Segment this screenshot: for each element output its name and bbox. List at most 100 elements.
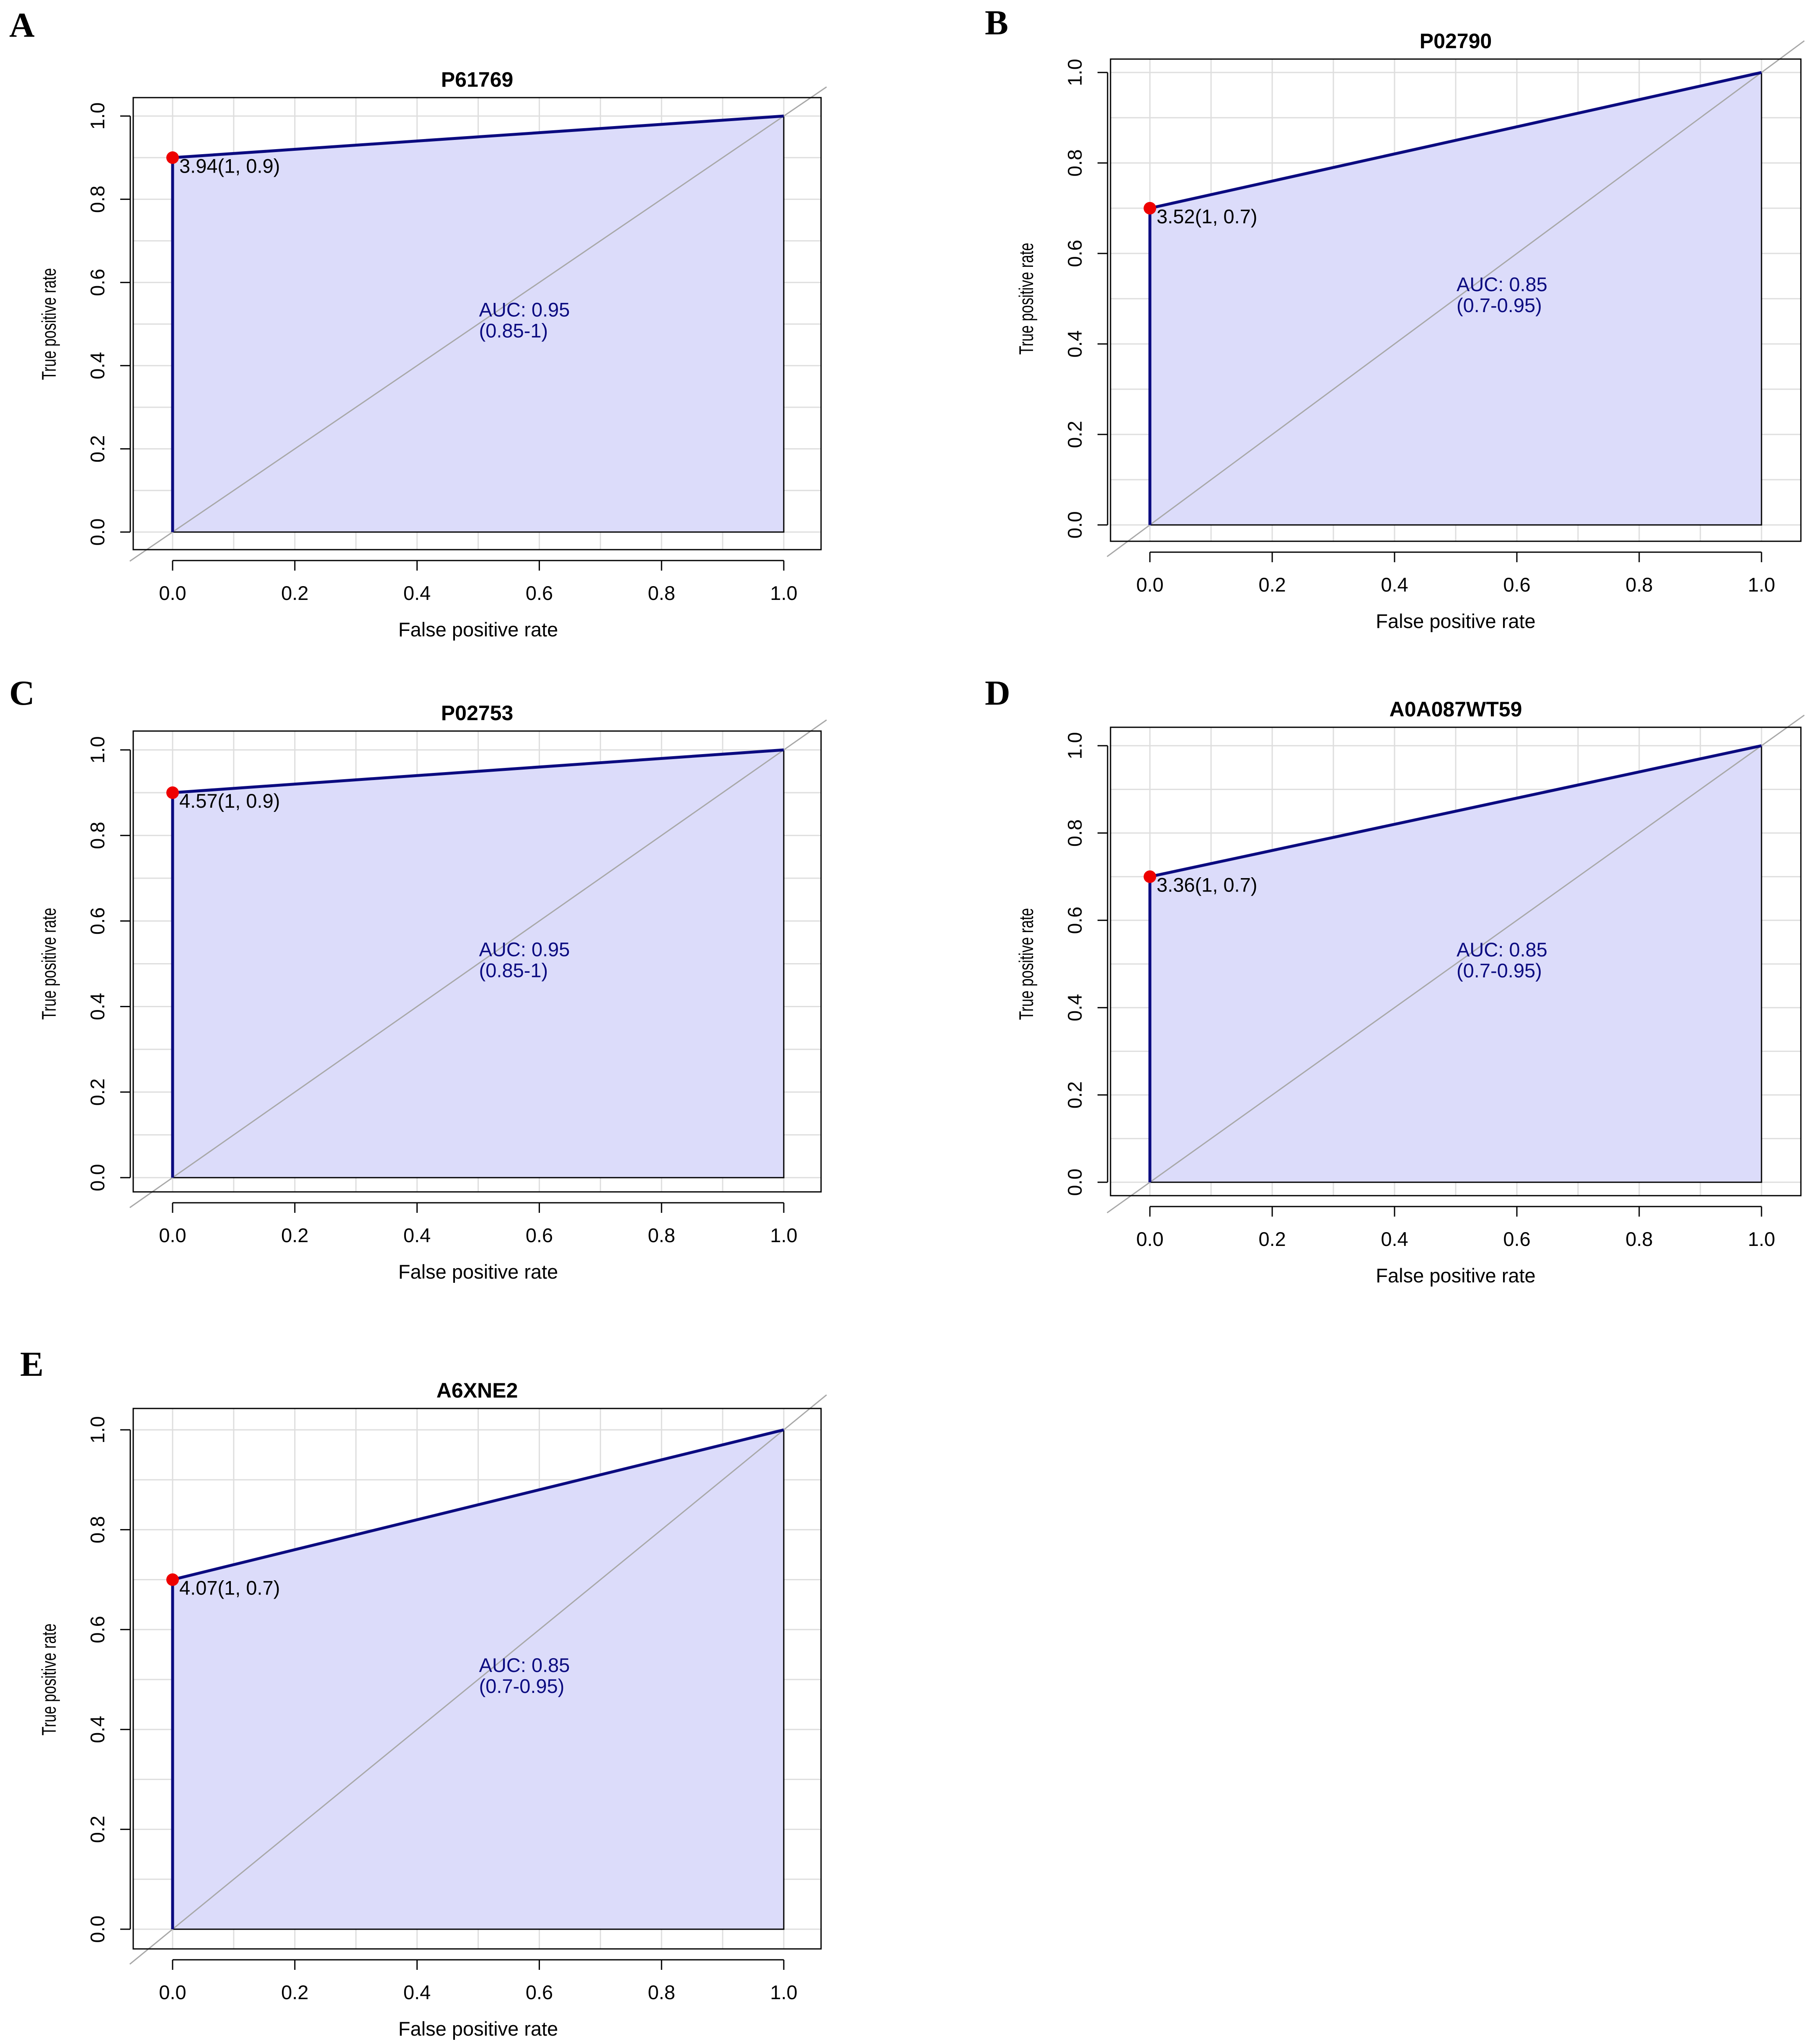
threshold-label: 4.57(1, 0.9) bbox=[179, 790, 280, 812]
y-tick-label: 0.2 bbox=[1064, 1081, 1086, 1109]
x-tick-label: 0.4 bbox=[403, 1981, 431, 2003]
y-tick-label: 0.6 bbox=[1064, 907, 1086, 934]
chance-diagonal-line bbox=[1106, 714, 1805, 1214]
y-axis-label: True positive rate bbox=[1015, 243, 1037, 354]
chart-title: P61769 bbox=[441, 68, 513, 91]
x-axis: 0.0 0.2 0.4 0.6 0.8 1.0 False positive rate bbox=[159, 1202, 798, 1283]
x-tick-label: 0.8 bbox=[648, 1981, 675, 2003]
chart-title: A6XNE2 bbox=[437, 1379, 518, 1402]
auc-label: AUC: 0.85 bbox=[479, 1654, 570, 1676]
x-axis: 0.0 0.2 0.4 0.6 0.8 1.0 False positive rate bbox=[1136, 551, 1775, 632]
chance-diagonal-line bbox=[129, 719, 827, 1208]
y-tick-label: 0.6 bbox=[86, 1616, 108, 1643]
x-tick-label: 0.6 bbox=[526, 1981, 553, 2003]
threshold-label: 4.07(1, 0.7) bbox=[179, 1577, 280, 1599]
y-tick-label: 1.0 bbox=[1064, 59, 1086, 86]
y-tick-label: 0.0 bbox=[86, 1164, 108, 1191]
threshold-label: 3.94(1, 0.9) bbox=[179, 155, 280, 177]
panel-letter: C bbox=[9, 674, 35, 713]
y-axis: 0.0 0.2 0.4 0.6 0.8 1.0 True positive rate bbox=[1015, 59, 1108, 539]
y-tick-label: 0.6 bbox=[86, 907, 108, 935]
roc-panel-d: D 3.36(1, 0.7) AUC: 0.85(0.7-0.95) A0A087WT… bbox=[985, 674, 1805, 1287]
y-tick-label: 0.2 bbox=[86, 1816, 108, 1843]
y-axis-label: True positive rate bbox=[38, 908, 60, 1020]
x-axis-label: False positive rate bbox=[1376, 1264, 1535, 1287]
y-tick-label: 0.2 bbox=[86, 1078, 108, 1106]
y-tick-label: 0.4 bbox=[86, 993, 108, 1020]
x-tick-label: 0.8 bbox=[1625, 574, 1653, 596]
x-axis-label: False positive rate bbox=[1376, 610, 1535, 632]
chance-diagonal-line bbox=[129, 86, 827, 562]
auc-label: AUC: 0.95 bbox=[479, 938, 570, 961]
auc-label: AUC: 0.85 bbox=[1457, 938, 1547, 961]
x-tick-label: 0.0 bbox=[159, 1224, 186, 1246]
plot-frame bbox=[132, 730, 822, 1193]
x-tick-label: 0.4 bbox=[403, 1224, 431, 1246]
x-tick-label: 1.0 bbox=[770, 582, 797, 604]
x-axis: 0.0 0.2 0.4 0.6 0.8 1.0 False positive rate bbox=[159, 1959, 798, 2040]
x-tick-label: 0.6 bbox=[1503, 1228, 1530, 1250]
y-tick-label: 0.8 bbox=[1064, 149, 1086, 176]
x-tick-label: 0.2 bbox=[1258, 1228, 1286, 1250]
x-tick-label: 1.0 bbox=[770, 1981, 797, 2003]
x-tick-label: 0.2 bbox=[281, 1981, 308, 2003]
x-tick-label: 1.0 bbox=[1748, 1228, 1775, 1250]
threshold-point bbox=[166, 1573, 179, 1586]
x-axis: 0.0 0.2 0.4 0.6 0.8 1.0 False positive rate bbox=[159, 560, 798, 641]
threshold-point bbox=[1144, 202, 1156, 214]
x-tick-label: 1.0 bbox=[1748, 574, 1775, 596]
y-axis-label: True positive rate bbox=[38, 268, 60, 380]
auc-ci-label: (0.85-1) bbox=[479, 320, 548, 342]
chart-title: P02790 bbox=[1420, 29, 1492, 53]
auc-ci-label: (0.7-0.95) bbox=[1457, 959, 1542, 982]
panel-letter: E bbox=[20, 1345, 44, 1384]
y-tick-label: 0.6 bbox=[86, 269, 108, 296]
x-tick-label: 0.0 bbox=[159, 582, 186, 604]
threshold-label: 3.52(1, 0.7) bbox=[1157, 205, 1257, 227]
y-axis: 0.0 0.2 0.4 0.6 0.8 1.0 True positive rate bbox=[38, 736, 131, 1191]
y-tick-label: 1.0 bbox=[86, 1416, 108, 1443]
x-tick-label: 0.6 bbox=[526, 1224, 553, 1246]
x-tick-label: 0.6 bbox=[526, 582, 553, 604]
y-tick-label: 0.4 bbox=[1064, 330, 1086, 357]
y-tick-label: 0.4 bbox=[86, 1716, 108, 1743]
panel-letter: D bbox=[985, 674, 1010, 713]
threshold-point bbox=[166, 786, 179, 799]
chart-title: A0A087WT59 bbox=[1390, 698, 1522, 721]
auc-ci-label: (0.85-1) bbox=[479, 959, 548, 982]
y-tick-label: 1.0 bbox=[86, 102, 108, 129]
roc-panel-b: B 3.52(1, 0.7) AUC: 0.85(0.7-0.95) P02790 0.… bbox=[985, 3, 1805, 632]
x-tick-label: 0.0 bbox=[1136, 1228, 1163, 1250]
y-tick-label: 0.0 bbox=[1064, 511, 1086, 538]
y-axis: 0.0 0.2 0.4 0.6 0.8 1.0 True positive rate bbox=[38, 102, 131, 546]
x-tick-label: 0.2 bbox=[281, 582, 308, 604]
y-axis: 0.0 0.2 0.4 0.6 0.8 1.0 True positive rate bbox=[38, 1416, 131, 1943]
x-axis-label: False positive rate bbox=[398, 618, 558, 641]
x-tick-label: 0.2 bbox=[1258, 574, 1286, 596]
y-tick-label: 0.8 bbox=[86, 1516, 108, 1543]
auc-ci-label: (0.7-0.95) bbox=[479, 1675, 565, 1697]
plot-frame bbox=[1110, 726, 1802, 1196]
x-tick-label: 0.8 bbox=[648, 1224, 675, 1246]
x-tick-label: 0.0 bbox=[159, 1981, 186, 2003]
x-axis: 0.0 0.2 0.4 0.6 0.8 1.0 False positive rate bbox=[1136, 1206, 1775, 1287]
auc-label: AUC: 0.95 bbox=[479, 299, 570, 321]
y-tick-label: 0.8 bbox=[1064, 819, 1086, 847]
y-axis-label: True positive rate bbox=[38, 1623, 60, 1735]
y-tick-label: 0.0 bbox=[1064, 1168, 1086, 1196]
x-axis-label: False positive rate bbox=[398, 1261, 558, 1283]
auc-label: AUC: 0.85 bbox=[1457, 273, 1547, 295]
plot-frame bbox=[132, 97, 822, 550]
x-tick-label: 0.0 bbox=[1136, 574, 1163, 596]
y-tick-label: 0.4 bbox=[86, 352, 108, 379]
x-tick-label: 0.4 bbox=[403, 582, 431, 604]
x-tick-label: 1.0 bbox=[770, 1224, 797, 1246]
y-tick-label: 0.8 bbox=[86, 822, 108, 849]
x-tick-label: 0.8 bbox=[1625, 1228, 1653, 1250]
y-tick-label: 0.8 bbox=[86, 186, 108, 213]
plot-frame bbox=[1110, 58, 1802, 542]
plot-frame bbox=[132, 1408, 822, 1950]
